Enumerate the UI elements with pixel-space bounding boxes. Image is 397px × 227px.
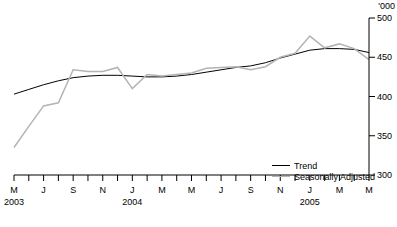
html-text:Trend: Trend: [294, 160, 318, 171]
svg-text:M: M: [365, 185, 373, 195]
svg-text:M: M: [158, 185, 166, 195]
html-text:'000: '000: [378, 1, 395, 11]
svg-text:J: J: [41, 185, 46, 195]
svg-text:500: 500: [377, 13, 392, 23]
svg-text:300: 300: [377, 170, 392, 180]
svg-text:2005: 2005: [300, 197, 320, 207]
svg-text:J: J: [219, 185, 224, 195]
svg-text:S: S: [248, 185, 254, 195]
svg-text:2003: 2003: [4, 197, 24, 207]
svg-text:M: M: [336, 185, 344, 195]
svg-text:400: 400: [377, 92, 392, 102]
svg-text:350: 350: [377, 131, 392, 141]
svg-text:450: 450: [377, 52, 392, 62]
svg-text:M: M: [188, 185, 196, 195]
svg-text:S: S: [70, 185, 76, 195]
svg-text:J: J: [308, 185, 313, 195]
svg-text:2004: 2004: [122, 197, 142, 207]
svg-text:M: M: [10, 185, 18, 195]
svg-text:N: N: [100, 185, 107, 195]
svg-text:J: J: [130, 185, 135, 195]
svg-text:N: N: [277, 185, 284, 195]
html-text:Seasonally Adjusted: Seasonally Adjusted: [294, 171, 376, 182]
